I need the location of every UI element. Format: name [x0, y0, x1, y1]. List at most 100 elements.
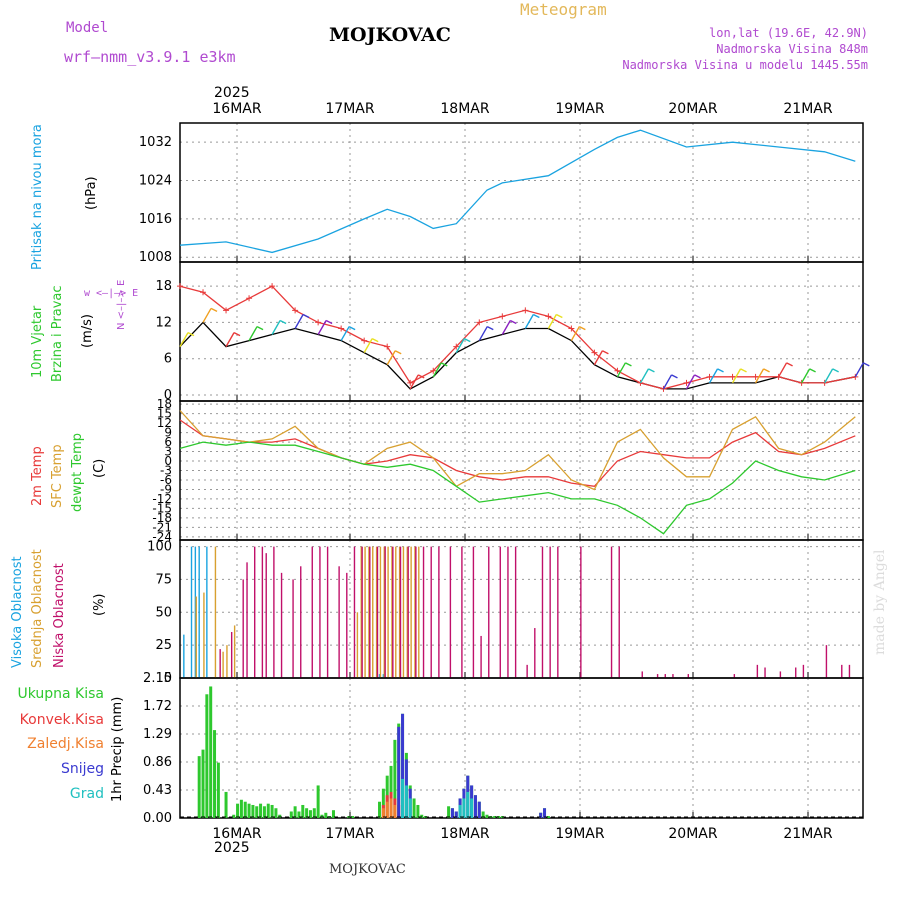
gust-marker [591, 349, 598, 356]
precip-bar [458, 804, 462, 818]
pressure-unit: (hPa) [84, 176, 99, 210]
model-elevation-label: Nadmorska Visina u modelu 1445.55m [622, 58, 868, 72]
y-tick-label: -24 [152, 530, 172, 544]
gust-marker [292, 307, 299, 314]
precip-bar [209, 686, 213, 818]
legend-snow: Snijeg [60, 761, 104, 777]
y-tick-label: 6 [164, 352, 172, 367]
precip-bar [247, 803, 251, 818]
year-bottom: 2025 [214, 840, 250, 856]
wind-barb [754, 368, 765, 384]
model-name: wrf–nmm_v3.9.1 e3km [64, 48, 236, 66]
y-tick-label: 100 [147, 540, 172, 555]
wind-barb-flag [579, 325, 586, 331]
y-tick-label: 1024 [139, 174, 172, 189]
wind-barb [386, 350, 396, 366]
y-tick-label: -3 [160, 464, 172, 478]
x-day-label-bottom: 18MAR [440, 826, 489, 842]
y-tick-label: 0.86 [143, 755, 172, 770]
temp-2m-label: 2m Temp [30, 446, 45, 506]
wind-barb-flag [233, 331, 241, 337]
wind-barb [777, 362, 788, 378]
precip-axis-label: 1hr Precip (mm) [110, 696, 125, 802]
y-tick-label: 18 [155, 279, 172, 294]
precip-bar [224, 791, 228, 818]
wind-barb [202, 308, 212, 323]
gust-marker [798, 379, 805, 386]
wind-barb-flag [863, 362, 870, 367]
cloud-unit: (%) [92, 593, 107, 617]
wind-barb-flag [763, 368, 770, 373]
y-tick-label: 25 [155, 638, 172, 653]
temp-dewpt-label: dewpt Temp [70, 432, 85, 512]
wind-barb [478, 326, 488, 341]
wind-barb [570, 326, 580, 341]
y-tick-label: -6 [160, 473, 172, 487]
legend-total-rain: Ukupna Kisa [17, 686, 104, 702]
wind-barb-flag [694, 374, 701, 379]
precip-bar [450, 808, 454, 818]
footer-station: MOJKOVAC [329, 862, 406, 877]
wind-barb-flag [348, 325, 356, 331]
precip-bar [232, 814, 236, 818]
precip-bar [473, 795, 477, 818]
precip-bar [243, 801, 247, 818]
precip-bar [401, 713, 405, 818]
wind-barb [616, 362, 627, 378]
wind-barb-flag [648, 368, 655, 373]
precip-bar [213, 730, 217, 818]
wind-barb [547, 314, 557, 329]
precip-bar [262, 806, 266, 818]
wind-title-2: Brzina i Pravac [50, 285, 65, 382]
wind-barb-flag [463, 338, 471, 343]
gust-marker [568, 325, 575, 332]
series-line-pressure [179, 129, 856, 254]
compass-label-2: w <–|–> E [84, 288, 139, 299]
precip-bar [251, 804, 255, 818]
gust-marker [200, 289, 207, 296]
precip-bar [401, 778, 405, 818]
precip-bar [270, 804, 274, 818]
wind-barb-flag [786, 362, 793, 367]
wind-barb [225, 332, 235, 347]
gust-marker [407, 379, 414, 386]
wind-barb-flag [832, 368, 839, 373]
elevation-label: Nadmorska Visina 848m [716, 42, 868, 56]
cloud-mid-label: Srednja Oblacnost [30, 549, 45, 668]
y-tick-label: 2.15 [143, 671, 172, 686]
precip-bar [420, 814, 424, 818]
wind-barb-flag [556, 313, 563, 319]
x-day-label-top: 21MAR [783, 101, 832, 117]
wind-barb [731, 368, 742, 384]
wind-barb [593, 350, 604, 366]
precip-bar [378, 801, 382, 818]
wind-barb [317, 320, 327, 335]
y-tick-label: 1.72 [143, 699, 172, 714]
wind-barb [685, 374, 696, 390]
gust-marker [729, 373, 736, 380]
coords-label: lon,lat (19.6E, 42.9N) [709, 26, 868, 40]
series-line-2m-temp [179, 419, 856, 487]
precip-bar [305, 808, 309, 818]
precip-bar [416, 804, 420, 818]
precip-bar [216, 762, 220, 818]
wind-barb [363, 338, 373, 353]
precip-bar [197, 756, 201, 818]
legend-frz-rain: Zaledj.Kisa [27, 736, 104, 752]
x-day-label-bottom: 21MAR [783, 826, 832, 842]
wind-barb [294, 314, 304, 329]
y-tick-label: 0 [164, 454, 172, 468]
gust-marker [706, 373, 713, 380]
wind-barb [501, 320, 511, 335]
wind-barb-flag [210, 307, 218, 313]
y-tick-label: 75 [155, 572, 172, 587]
panel-frame [179, 122, 864, 263]
precip-bar [381, 788, 385, 818]
wind-barb-flag [325, 319, 333, 325]
x-day-label-bottom: 20MAR [668, 826, 717, 842]
x-day-label-top: 18MAR [440, 101, 489, 117]
wind-barb [179, 332, 189, 347]
x-day-label-bottom: 17MAR [325, 826, 374, 842]
y-tick-label: 0 [164, 388, 172, 403]
meteogram-title: Meteogram [520, 0, 607, 19]
